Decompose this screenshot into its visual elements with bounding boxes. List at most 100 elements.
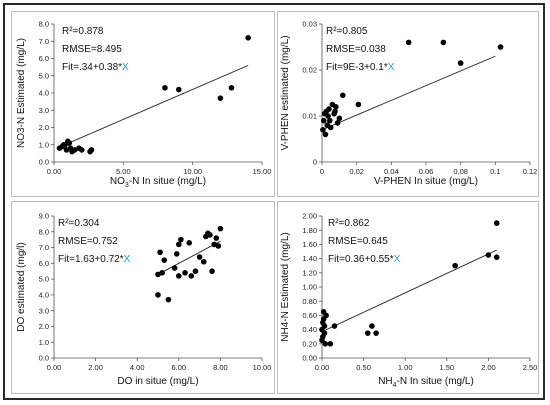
y-tick-label: 7.0 — [39, 37, 49, 46]
x-tick-label: 8.00 — [213, 363, 228, 372]
chart-panel-no3: 0.0 1.0 2.0 3.0 4.0 5.0 6.0 7.0 8.0 0.00 5.00 10.00… — [11, 11, 275, 197]
r-squared-label: R²=0.805 — [326, 26, 368, 37]
r-squared-label: R²=0.862 — [328, 218, 370, 229]
y-tick-label: 0.60 — [302, 311, 317, 320]
data-point — [336, 115, 343, 122]
y-tick-label: 8.0 — [39, 227, 49, 236]
y-axis-label: NH4-N Estimated (mg/L) — [280, 232, 291, 341]
x-axis-label: DO in situe (mg/L) — [117, 376, 198, 387]
data-point — [493, 254, 500, 260]
regression-line — [157, 240, 221, 275]
x-tick-label: 10.00 — [253, 363, 272, 372]
data-point — [405, 39, 412, 46]
data-point — [497, 44, 504, 50]
rmse-label: RMSE=0.752 — [58, 236, 118, 247]
y-tick-label: 0.02 — [302, 66, 317, 75]
x-tick-label: 0.08 — [453, 167, 468, 176]
regression-line — [321, 249, 497, 333]
data-point — [159, 270, 165, 276]
x-tick-label: 2.50 — [523, 363, 538, 372]
fit-equation-text: Fit=9E-3+0.1* — [326, 62, 388, 73]
data-point — [321, 323, 328, 329]
fit-equation-variable: X — [388, 62, 395, 73]
y-tick-label: 1.60 — [302, 240, 317, 249]
x-axis-label-part: NO — [110, 176, 125, 187]
y-tick-label: 5.0 — [39, 275, 49, 284]
x-axis-label: NH4-N In situe (mg/L) — [378, 376, 474, 389]
data-point — [213, 235, 220, 241]
x-tick-label: 0 — [320, 167, 324, 176]
y-tick-label: 2.00 — [302, 212, 317, 221]
y-tick-label: 0.40 — [302, 325, 317, 334]
x-tick-label: 0.00 — [47, 167, 62, 176]
x-axis-label-subscript: 3 — [125, 182, 129, 189]
x-tick-label: 2.00 — [481, 363, 496, 372]
chart-no3-scatter: 0.0 1.0 2.0 3.0 4.0 5.0 6.0 7.0 8.0 0.00 5.00 10.00… — [16, 20, 272, 189]
y-tick-label: 1.0 — [39, 338, 49, 347]
x-axis-label-part: NH — [378, 376, 392, 387]
chart-do-scatter: 0.0 1.0 2.0 3.0 4.0 5.0 6.0 7.0 8.0 9.0 0.00 2.00 4.… — [16, 212, 272, 387]
x-axis-label-subscript: 4 — [393, 382, 397, 389]
data-point — [171, 265, 178, 271]
data-point — [176, 86, 182, 93]
chart-panel-nh4: 0.00 0.20 0.40 0.60 0.80 1.00 1.20 1.40 1.60 1.80… — [277, 201, 539, 394]
data-point — [355, 101, 362, 108]
data-point — [323, 312, 329, 319]
data-point — [217, 225, 224, 232]
data-point — [325, 113, 331, 119]
y-tick-label: 0.01 — [302, 112, 317, 121]
data-point — [457, 60, 464, 66]
data-point — [327, 124, 334, 131]
data-point — [485, 252, 492, 258]
x-tick-label: 5.00 — [116, 167, 131, 176]
fit-equation-text: Fit=.34+0.38* — [62, 62, 122, 73]
y-tick-label: 0 — [313, 158, 317, 167]
rmse-label: RMSE=0.645 — [328, 236, 388, 247]
x-tick-label: 4.00 — [130, 363, 145, 372]
r-squared-label: R²=0.878 — [62, 26, 104, 37]
data-point — [173, 251, 180, 257]
x-tick-label: 0.00 — [47, 363, 62, 372]
y-tick-label: 4.0 — [39, 290, 49, 299]
y-tick-label: 1.0 — [39, 140, 49, 149]
y-tick-label: 2.0 — [39, 123, 49, 132]
data-point — [320, 127, 326, 133]
y-tick-label: 0.0 — [39, 354, 49, 363]
x-tick-label: 0.00 — [315, 363, 330, 372]
y-tick-label: 0.03 — [302, 20, 317, 29]
y-tick-label: 8.0 — [39, 20, 49, 29]
fit-equation-label: Fit=9E-3+0.1*X — [326, 62, 395, 73]
x-tick-label: 0.02 — [349, 167, 364, 176]
y-tick-label: 1.20 — [302, 268, 317, 277]
y-tick-label: 0.0 — [39, 158, 49, 167]
y-tick-label: 3.0 — [39, 106, 49, 115]
y-axis-label: V-PHEN estimated (mg/L) — [280, 35, 291, 150]
r-squared-label: R²=0.304 — [58, 218, 100, 229]
data-point — [322, 341, 329, 347]
y-tick-label: 6.0 — [39, 54, 49, 63]
x-tick-label: 1.50 — [439, 363, 454, 372]
y-tick-label: 4.0 — [39, 89, 49, 98]
data-point — [452, 262, 458, 269]
rmse-label: RMSE=8.495 — [62, 44, 122, 55]
data-point — [327, 341, 334, 347]
data-point — [192, 268, 199, 275]
data-point — [493, 220, 500, 226]
data-point — [228, 85, 235, 91]
x-tick-label: 6.00 — [171, 363, 186, 372]
data-point — [369, 323, 375, 329]
y-tick-label: 6.0 — [39, 259, 49, 268]
data-point — [331, 323, 338, 329]
data-point — [373, 330, 379, 336]
data-point — [196, 254, 203, 260]
x-tick-label: 10.00 — [183, 167, 202, 176]
y-tick-label: 0.00 — [302, 354, 317, 363]
fit-equation-variable: X — [394, 254, 401, 265]
data-point — [188, 273, 195, 279]
data-point — [186, 240, 192, 246]
x-tick-label: 0.04 — [384, 167, 399, 176]
chart-panel-vphen: 0 0.01 0.02 0.03 0 0.02 0.04 0.06 0.08 0.1 0.12 V-P… — [277, 11, 539, 197]
data-point — [182, 270, 188, 276]
x-axis-label: NO3-N In situe (mg/L) — [110, 176, 206, 189]
x-tick-label: 15.00 — [253, 167, 272, 176]
